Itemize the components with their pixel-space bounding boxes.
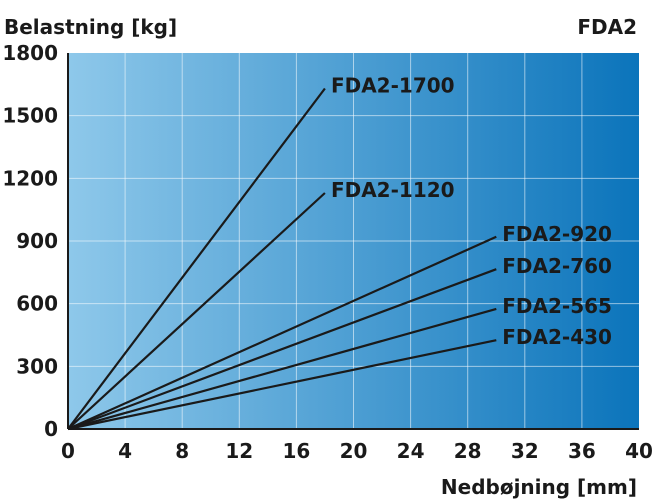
series-label: FDA2-760 xyxy=(502,254,612,278)
x-tick-label: 0 xyxy=(61,439,75,463)
x-tick-label: 8 xyxy=(175,439,189,463)
x-tick-label: 36 xyxy=(568,439,596,463)
x-tick-labels: 0 4 8 12 16 20 24 28 32 36 40 xyxy=(61,439,653,463)
y-tick-label: 600 xyxy=(16,292,58,316)
series-line xyxy=(67,192,326,430)
series-label: FDA2-430 xyxy=(502,325,612,349)
axes xyxy=(67,53,639,430)
series-lines xyxy=(67,87,497,431)
series-labels: FDA2-1700 FDA2-1120 FDA2-920 FDA2-760 FDA2-5… xyxy=(331,74,612,350)
y-tick-labels: 0 300 600 900 1200 1500 1800 xyxy=(2,41,58,441)
y-axis-label: Belastning [kg] xyxy=(4,15,177,39)
y-tick-label: 900 xyxy=(16,229,58,253)
x-tick-label: 12 xyxy=(225,439,253,463)
y-tick-label: 1200 xyxy=(2,166,58,190)
series-line xyxy=(67,235,497,431)
series-line xyxy=(67,339,497,431)
y-tick-label: 1800 xyxy=(2,41,58,65)
x-axis-label: Nedbøjning [mm] xyxy=(441,475,637,499)
series-label: FDA2-1120 xyxy=(331,178,455,202)
series-line xyxy=(67,307,497,431)
series-line xyxy=(67,268,497,431)
series-label: FDA2-1700 xyxy=(331,74,455,98)
series-line xyxy=(67,87,326,430)
x-tick-label: 32 xyxy=(511,439,539,463)
x-tick-label: 24 xyxy=(397,439,425,463)
series-label: FDA2-565 xyxy=(502,294,612,318)
x-tick-label: 28 xyxy=(454,439,482,463)
y-tick-label: 0 xyxy=(44,417,58,441)
x-tick-label: 16 xyxy=(282,439,310,463)
series-label: FDA2-920 xyxy=(502,222,612,246)
x-tick-label: 4 xyxy=(118,439,132,463)
y-tick-label: 1500 xyxy=(2,104,58,128)
chart-title: FDA2 xyxy=(577,15,637,39)
x-tick-label: 20 xyxy=(340,439,368,463)
grid xyxy=(68,53,639,429)
x-tick-label: 40 xyxy=(625,439,653,463)
y-tick-label: 300 xyxy=(16,354,58,378)
